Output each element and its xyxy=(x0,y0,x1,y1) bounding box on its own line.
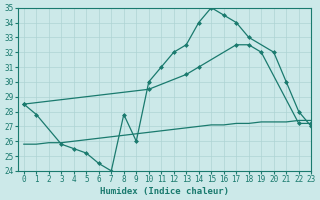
X-axis label: Humidex (Indice chaleur): Humidex (Indice chaleur) xyxy=(100,187,229,196)
